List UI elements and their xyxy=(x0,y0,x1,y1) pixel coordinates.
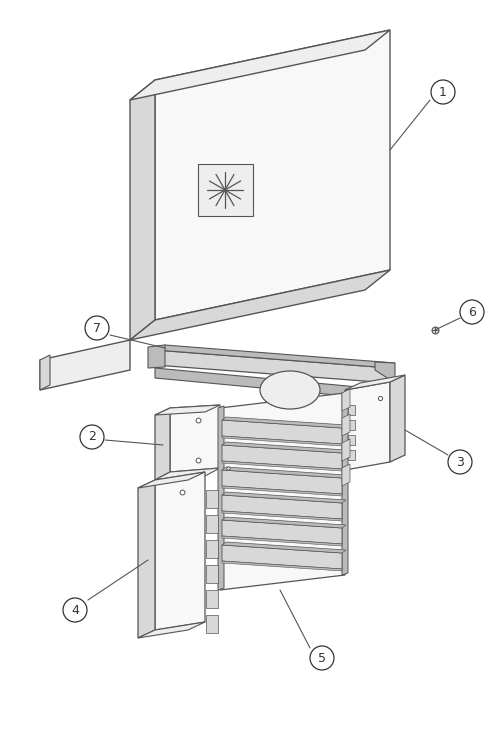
Polygon shape xyxy=(342,391,348,575)
Polygon shape xyxy=(342,464,350,486)
Polygon shape xyxy=(222,517,346,528)
Circle shape xyxy=(63,598,87,622)
Polygon shape xyxy=(155,405,220,415)
Polygon shape xyxy=(222,417,346,428)
Polygon shape xyxy=(222,442,346,453)
Polygon shape xyxy=(342,389,350,411)
Circle shape xyxy=(310,646,334,670)
Polygon shape xyxy=(342,414,350,436)
Polygon shape xyxy=(220,393,345,590)
Polygon shape xyxy=(40,340,130,390)
Circle shape xyxy=(460,300,484,324)
Polygon shape xyxy=(222,520,342,544)
Polygon shape xyxy=(218,406,224,590)
Polygon shape xyxy=(206,490,218,508)
Polygon shape xyxy=(222,545,342,569)
Polygon shape xyxy=(348,405,355,415)
Text: 5: 5 xyxy=(318,651,326,665)
Polygon shape xyxy=(206,540,218,558)
Text: 3: 3 xyxy=(456,456,464,468)
Text: 4: 4 xyxy=(71,604,79,617)
Circle shape xyxy=(448,450,472,474)
Polygon shape xyxy=(222,420,342,444)
Polygon shape xyxy=(375,362,395,383)
Polygon shape xyxy=(390,375,405,462)
Polygon shape xyxy=(155,468,220,480)
Polygon shape xyxy=(155,408,170,480)
Polygon shape xyxy=(222,542,346,553)
Polygon shape xyxy=(222,461,342,471)
Polygon shape xyxy=(345,382,390,470)
Polygon shape xyxy=(206,565,218,583)
Polygon shape xyxy=(206,515,218,533)
Polygon shape xyxy=(170,405,220,472)
Polygon shape xyxy=(222,436,342,446)
Polygon shape xyxy=(345,375,405,390)
Polygon shape xyxy=(348,450,355,460)
Polygon shape xyxy=(222,511,342,521)
Polygon shape xyxy=(155,30,390,320)
Polygon shape xyxy=(222,536,342,546)
Polygon shape xyxy=(138,622,205,638)
Polygon shape xyxy=(155,472,205,630)
Circle shape xyxy=(431,80,455,104)
Ellipse shape xyxy=(260,371,320,409)
Polygon shape xyxy=(138,480,155,638)
Text: 6: 6 xyxy=(468,305,476,319)
Polygon shape xyxy=(138,472,205,488)
Polygon shape xyxy=(155,345,395,368)
Polygon shape xyxy=(40,355,50,390)
Polygon shape xyxy=(206,590,218,608)
Polygon shape xyxy=(222,467,346,478)
Polygon shape xyxy=(206,615,218,633)
Polygon shape xyxy=(198,164,252,216)
Polygon shape xyxy=(222,495,342,519)
Text: 2: 2 xyxy=(88,430,96,444)
Polygon shape xyxy=(130,30,390,100)
Circle shape xyxy=(85,316,109,340)
Circle shape xyxy=(80,425,104,449)
Text: 1: 1 xyxy=(439,86,447,99)
Polygon shape xyxy=(155,368,390,400)
Polygon shape xyxy=(130,80,155,340)
Text: 7: 7 xyxy=(93,322,101,335)
Polygon shape xyxy=(222,486,342,496)
Polygon shape xyxy=(155,350,390,383)
Polygon shape xyxy=(222,492,346,503)
Polygon shape xyxy=(342,439,350,461)
Polygon shape xyxy=(222,561,342,571)
Polygon shape xyxy=(348,435,355,445)
Polygon shape xyxy=(148,345,165,368)
Polygon shape xyxy=(130,270,390,340)
Polygon shape xyxy=(348,420,355,430)
Polygon shape xyxy=(222,470,342,494)
Polygon shape xyxy=(222,445,342,469)
